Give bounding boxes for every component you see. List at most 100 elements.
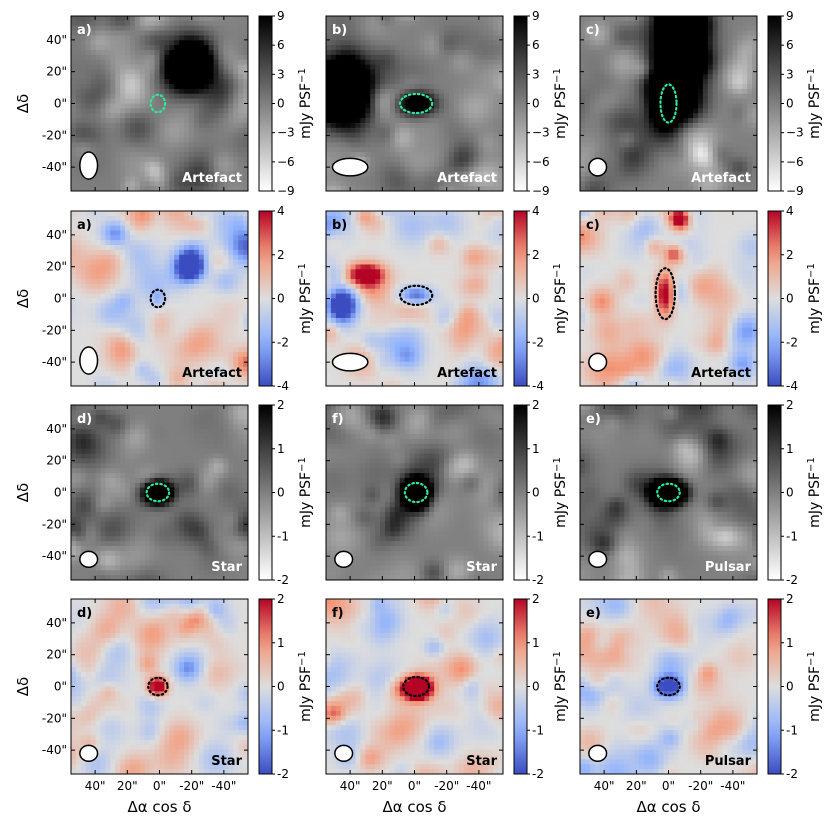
image-pixel [380,84,386,90]
image-pixel [639,113,645,119]
image-pixel [453,161,460,168]
image-pixel [584,122,591,129]
image-pixel [179,303,185,309]
image-pixel [335,142,342,148]
image-pixel [424,59,430,66]
image-pixel [365,35,371,41]
image-pixel [243,215,248,222]
image-pixel [120,132,126,139]
image-pixel [189,220,195,227]
image-pixel [105,45,111,51]
image-pixel [208,225,215,232]
image-pixel [159,225,166,232]
image-pixel [75,274,82,280]
image-pixel [144,152,151,158]
image-pixel [478,176,484,182]
image-pixel [203,64,210,71]
image-pixel [238,127,244,134]
image-pixel [238,259,244,266]
image-pixel [174,88,180,95]
image-pixel [218,64,225,71]
image-pixel [130,181,136,187]
image-pixel [335,88,342,95]
image-pixel [584,171,591,178]
image-pixel [80,298,87,304]
image-pixel [609,156,616,163]
image-pixel [223,235,229,241]
image-pixel [139,259,146,266]
image-pixel [203,147,210,153]
image-pixel [120,147,126,153]
image-pixel [409,69,416,75]
image-pixel [189,152,195,158]
image-pixel [223,176,229,182]
image-pixel [468,93,475,100]
image-pixel [624,156,630,163]
image-pixel [335,98,342,105]
image-pixel [203,264,210,270]
image-pixel [330,50,337,56]
image-pixel [164,211,170,217]
image-pixel [238,283,244,290]
image-pixel [634,152,640,158]
image-pixel [340,127,347,134]
image-pixel [742,142,748,148]
image-pixel [624,147,630,153]
image-pixel [444,35,450,41]
image-pixel [218,215,225,222]
image-pixel [693,103,699,109]
image-pixel [90,45,97,51]
image-pixel [629,118,635,124]
image-pixel [223,108,229,114]
image-pixel [473,103,480,109]
image-pixel [228,132,234,139]
image-pixel [134,54,141,61]
image-pixel [174,245,180,251]
image-pixel [444,113,450,119]
image-pixel [233,113,239,119]
image-pixel [375,93,381,100]
image-pixel [370,88,376,95]
image-pixel [747,122,753,129]
image-pixel [115,313,121,319]
image-pixel [458,50,465,56]
image-pixel [624,88,630,95]
image-pixel [120,64,126,71]
image-pixel [629,176,635,182]
image-pixel [498,40,503,46]
panel-class-label: Artefact [182,171,242,186]
image-pixel [639,147,645,153]
image-pixel [223,293,229,300]
image-pixel [493,118,499,124]
image-pixel [629,84,635,90]
image-pixel [653,156,660,163]
image-pixel [90,298,97,304]
image-pixel [213,264,220,270]
image-pixel [164,274,170,280]
image-pixel [80,220,87,227]
image-pixel [389,147,396,153]
image-pixel [134,156,141,163]
image-pixel [154,288,161,295]
image-pixel [599,79,606,85]
image-pixel [488,50,494,56]
image-pixel [473,181,480,187]
image-pixel [394,171,401,178]
image-pixel [693,176,699,182]
image-pixel [375,113,381,119]
image-pixel [203,108,210,114]
image-pixel [243,211,248,217]
colorbar-tick-label: 3 [786,67,794,81]
image-pixel [120,245,126,251]
image-pixel [643,152,650,158]
image-pixel [208,122,215,129]
image-pixel [429,171,435,178]
image-pixel [498,122,503,129]
image-pixel [134,137,141,143]
image-pixel [742,50,748,56]
image-pixel [75,152,82,158]
image-pixel [414,152,421,158]
image-pixel [350,50,357,56]
image-pixel [100,225,107,232]
image-pixel [439,181,445,187]
